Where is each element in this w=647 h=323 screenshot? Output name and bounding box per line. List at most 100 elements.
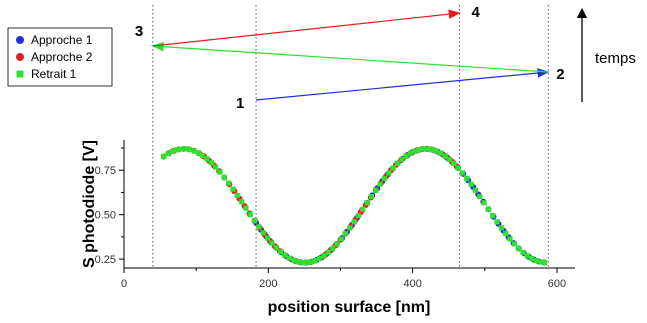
- retrait-1-point: [290, 257, 297, 263]
- retrait-1-point: [239, 199, 245, 205]
- legend-box: [7, 27, 113, 87]
- retrait-1-point: [243, 205, 249, 211]
- retrait-1-point: [442, 153, 448, 159]
- retrait-1-point: [381, 175, 388, 182]
- retrait-1-point: [377, 181, 383, 187]
- data-points: [160, 145, 548, 266]
- sequence-diagram: 1 2 3 4: [135, 4, 565, 112]
- retrait-1-point: [368, 193, 375, 200]
- retrait-1-point: [195, 150, 201, 156]
- retrait-1-point: [472, 187, 479, 193]
- retrait-1-point: [438, 150, 444, 156]
- retrait-1-point: [498, 225, 504, 231]
- retrait-1-point: [494, 219, 500, 225]
- retrait-1-point: [264, 235, 271, 241]
- retrait-1-point: [308, 259, 314, 265]
- retrait-1-point: [213, 164, 219, 170]
- retrait-1-point: [208, 160, 214, 166]
- time-indicator: temps: [576, 7, 636, 102]
- step-label-1: 1: [236, 95, 244, 112]
- x-tick-label: 0: [121, 278, 127, 290]
- retrait-1-point: [161, 153, 167, 160]
- legend-label-approche-2: Approche 2: [31, 50, 93, 64]
- retrait-1-point: [334, 241, 340, 247]
- retrait-1-point: [373, 187, 379, 193]
- x-tick-label: 200: [259, 278, 277, 290]
- retrait-1-point: [516, 245, 522, 252]
- retrait-1-point: [429, 147, 435, 153]
- retrait-1-point: [490, 212, 496, 219]
- retrait-1-point: [360, 206, 366, 212]
- retrait-1-point: [459, 170, 466, 176]
- retrait-1-point: [451, 160, 457, 167]
- arrow-1-to-2: [255, 68, 550, 101]
- retrait-1-point: [416, 147, 422, 153]
- retrait-1-point: [403, 153, 409, 159]
- retrait-1-point: [394, 160, 401, 167]
- retrait-1-point: [200, 152, 206, 159]
- retrait-1-point: [468, 181, 474, 187]
- retrait-1-point: [303, 260, 310, 266]
- retrait-1-point: [446, 156, 453, 163]
- arrow-3-to-4: [152, 9, 461, 47]
- retrait-1-point: [524, 253, 530, 259]
- retrait-1-point: [347, 225, 353, 231]
- retrait-1-point: [477, 193, 483, 200]
- ticks: 0 200 400 600 0.25 0.50 0.75: [95, 147, 566, 290]
- legend-marker-retrait-1: [16, 70, 24, 78]
- retrait-1-point: [316, 255, 323, 262]
- retrait-1-point: [529, 255, 535, 262]
- retrait-1-point: [187, 146, 193, 153]
- legend-label-retrait-1: Retrait 1: [31, 67, 77, 81]
- retrait-1-point: [217, 169, 223, 175]
- x-tick-label: 600: [548, 278, 566, 290]
- retrait-1-point: [299, 259, 305, 266]
- axes: [123, 140, 575, 269]
- retrait-1-point: [230, 186, 236, 192]
- step-label-2: 2: [556, 66, 564, 83]
- y-axis-title: S photodiode [V]: [81, 140, 98, 268]
- retrait-1-point: [226, 180, 232, 186]
- legend: Approche 1 Approche 2 Retrait 1: [7, 27, 113, 87]
- retrait-1-point: [204, 156, 210, 162]
- retrait-1-point: [342, 231, 349, 237]
- step-label-3: 3: [135, 23, 143, 40]
- retrait-1-point: [277, 249, 284, 255]
- retrait-1-point: [542, 260, 548, 266]
- retrait-1-point: [481, 200, 487, 206]
- retrait-1-point: [312, 257, 318, 264]
- retrait-1-point: [425, 146, 431, 152]
- y-tick-label: 0.50: [95, 210, 116, 222]
- retrait-1-point: [221, 174, 227, 181]
- retrait-1-point: [338, 236, 344, 242]
- retrait-1-point: [174, 147, 180, 153]
- retrait-1-point: [256, 224, 262, 230]
- retrait-1-point: [165, 151, 171, 157]
- retrait-1-point: [386, 170, 392, 176]
- retrait-1-point: [269, 240, 275, 246]
- retrait-1-point: [169, 148, 175, 155]
- retrait-1-point: [537, 259, 543, 265]
- retrait-1-point: [507, 236, 513, 242]
- retrait-1-point: [321, 253, 327, 259]
- arrow-2-to-3: [151, 41, 549, 73]
- retrait-1-point: [511, 241, 517, 247]
- retrait-1-point: [399, 156, 405, 163]
- retrait-1-point: [407, 150, 414, 156]
- retrait-1-point: [390, 165, 396, 171]
- retrait-1-point: [286, 255, 292, 261]
- retrait-1-point: [273, 245, 279, 251]
- retrait-1-point: [282, 252, 288, 258]
- legend-marker-approche-1: [16, 36, 24, 44]
- legend-marker-approche-2: [16, 53, 24, 61]
- retrait-1-point: [252, 218, 258, 224]
- x-tick-label: 400: [403, 278, 421, 290]
- retrait-1-point: [191, 148, 197, 154]
- retrait-1-point: [503, 231, 509, 237]
- retrait-1-point: [485, 206, 492, 212]
- retrait-1-point: [455, 165, 461, 171]
- retrait-1-point: [533, 257, 539, 264]
- retrait-1-point: [420, 146, 427, 152]
- retrait-1-point: [182, 146, 188, 152]
- retrait-1-point: [520, 249, 526, 256]
